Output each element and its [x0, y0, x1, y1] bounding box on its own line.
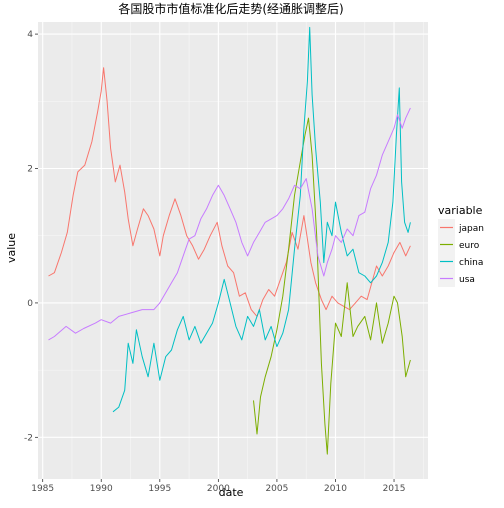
chart-title: 各国股市市值标准化后走势(经通胀调整后): [118, 1, 343, 16]
series-line-china: [112, 26, 411, 413]
y-tick-label: 0: [27, 299, 33, 309]
x-tick-label: 2000: [207, 484, 230, 494]
x-tick-label: 1985: [31, 484, 54, 494]
series-layer: [48, 26, 411, 455]
legend: variable japan euro china usa: [438, 204, 484, 287]
legend-label-japan: japan: [458, 224, 484, 234]
x-axis-title: date: [219, 486, 244, 499]
x-tick-label: 2015: [383, 484, 406, 494]
y-tick-label: 4: [27, 30, 33, 40]
grid-major: [38, 22, 428, 479]
series-line-euro: [253, 117, 411, 455]
x-tick-label: 1995: [148, 484, 171, 494]
y-tick-label: -2: [24, 433, 33, 443]
y-axis-title: value: [5, 233, 18, 263]
plot-panel: [38, 22, 428, 479]
y-tick-label: 2: [27, 165, 33, 175]
legend-label-euro: euro: [459, 241, 480, 251]
series-line-usa: [48, 107, 411, 341]
series-line-japan: [48, 67, 411, 317]
x-tick-label: 1990: [90, 484, 113, 494]
y-axis-ticks: -2 0 2 4: [24, 30, 38, 443]
x-tick-label: 2010: [324, 484, 347, 494]
x-tick-label: 2005: [265, 484, 288, 494]
x-axis-ticks: 1985 1990 1995 2000 2005 2010 2015: [31, 479, 405, 494]
grid-minor: [38, 22, 428, 479]
legend-label-usa: usa: [459, 275, 475, 285]
legend-label-china: china: [459, 258, 483, 268]
legend-title: variable: [438, 204, 483, 217]
